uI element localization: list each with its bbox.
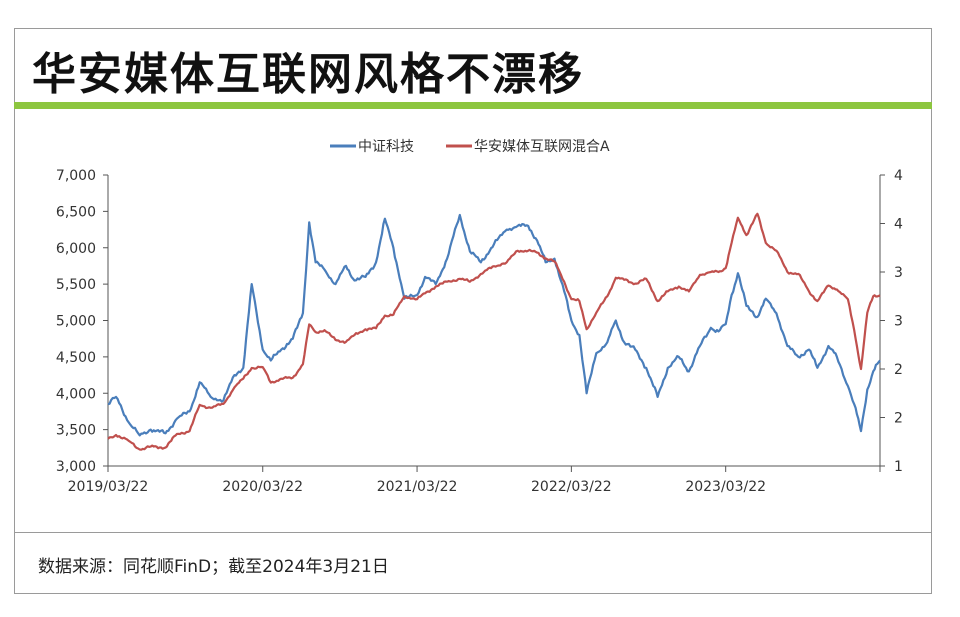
chart-frame bbox=[14, 28, 932, 594]
footer-divider bbox=[14, 532, 932, 533]
y-left-tick-label: 5,500 bbox=[56, 277, 96, 293]
y-right-tick-label: 3 bbox=[894, 265, 903, 281]
y-right-tick-label: 4 bbox=[894, 168, 903, 184]
y-right-tick-label: 1 bbox=[894, 459, 903, 475]
y-right-tick-label: 2 bbox=[894, 362, 903, 378]
y-left-tick-label: 3,000 bbox=[56, 459, 96, 475]
chart-axes: 3,000 3,500 4,000 4,500 5,000 5,500 6,000 6,500… bbox=[56, 168, 903, 495]
x-tick-label: 2020/03/22 bbox=[222, 479, 303, 495]
y-left-tick-label: 6,000 bbox=[56, 241, 96, 257]
y-left-tick-label: 3,500 bbox=[56, 423, 96, 439]
x-tick-label: 2019/03/22 bbox=[68, 479, 149, 495]
y-left-tick-label: 7,000 bbox=[56, 168, 96, 184]
legend-label: 华安媒体互联网混合A bbox=[474, 139, 610, 155]
title-underline-bar bbox=[14, 102, 932, 109]
y-left-tick-label: 4,500 bbox=[56, 350, 96, 366]
y-left-tick-label: 4,000 bbox=[56, 386, 96, 402]
page-title: 华安媒体互联网风格不漂移 bbox=[32, 49, 584, 100]
y-right-tick-label: 2 bbox=[894, 411, 903, 427]
legend-label: 中证科技 bbox=[358, 139, 414, 155]
chart-legend: 中证科技 华安媒体互联网混合A bbox=[330, 139, 610, 155]
x-tick-label: 2023/03/22 bbox=[685, 479, 766, 495]
x-tick-label: 2021/03/22 bbox=[377, 479, 458, 495]
y-right-tick-label: 4 bbox=[894, 217, 903, 233]
data-source-note: 数据来源：同花顺FinD；截至2024年3月21日 bbox=[38, 557, 389, 577]
chart-series bbox=[107, 212, 881, 451]
y-left-tick-label: 6,500 bbox=[56, 204, 96, 220]
y-left-tick-label: 5,000 bbox=[56, 314, 96, 330]
series-line-1 bbox=[107, 213, 881, 437]
x-tick-label: 2022/03/22 bbox=[531, 479, 612, 495]
series-line-2 bbox=[107, 212, 881, 451]
y-right-tick-label: 3 bbox=[894, 314, 903, 330]
